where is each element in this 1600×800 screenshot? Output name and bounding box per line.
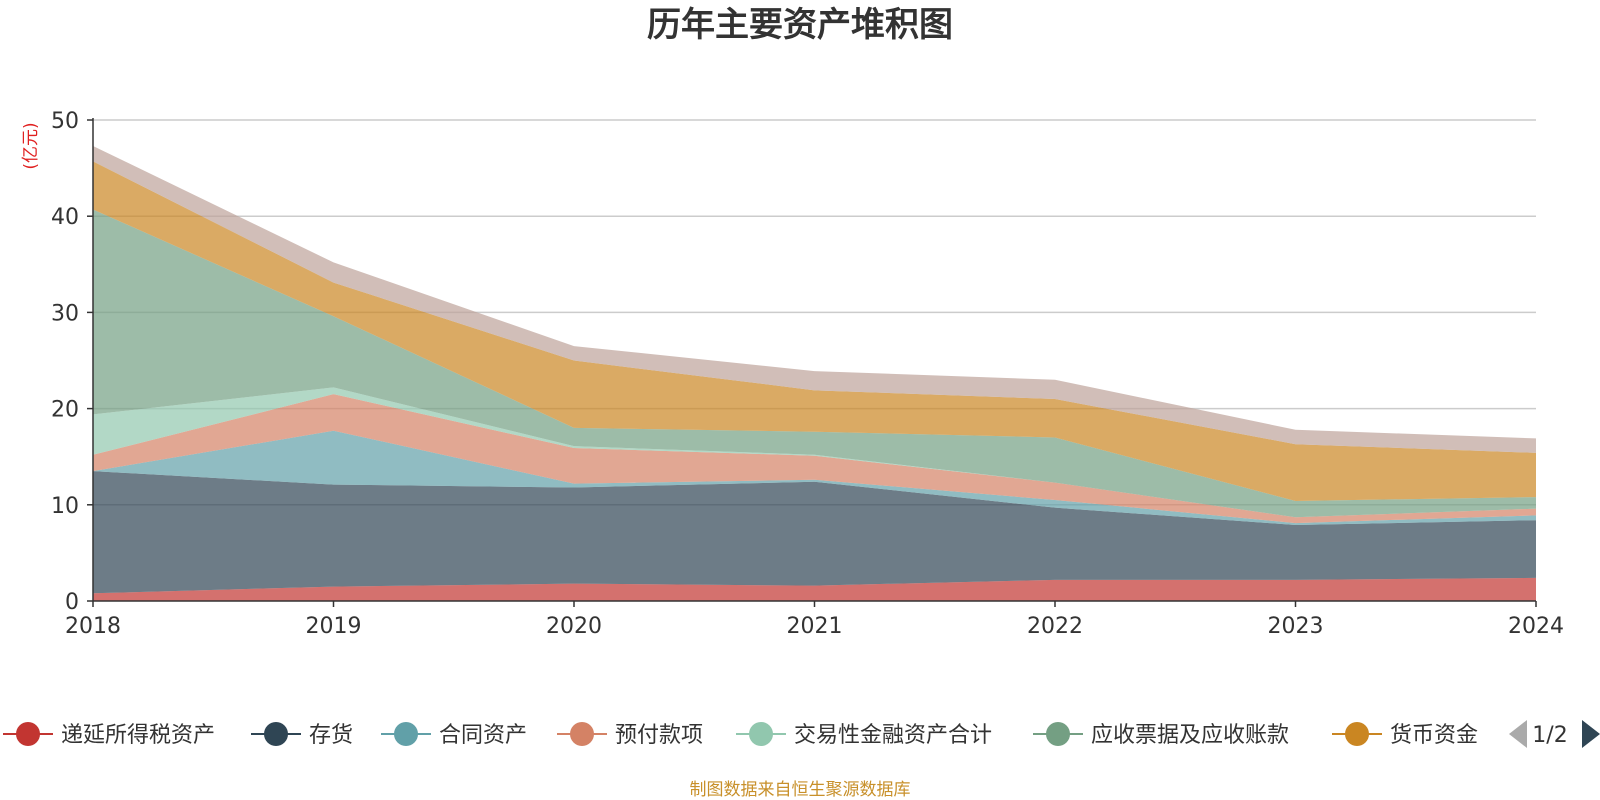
- legend-marker: [394, 722, 418, 746]
- legend-label: 合同资产: [439, 723, 527, 748]
- chart-title: 历年主要资产堆积图: [647, 5, 953, 45]
- x-tick-label: 2024: [1508, 614, 1564, 639]
- series-areas: [93, 145, 1536, 601]
- legend-item[interactable]: 预付款项: [557, 722, 703, 748]
- area-series[interactable]: [93, 387, 1536, 518]
- legend-marker: [1046, 722, 1070, 746]
- x-tick-label: 2020: [546, 614, 602, 639]
- y-tick-label: 0: [65, 590, 79, 615]
- legend-label: 货币资金: [1390, 723, 1478, 748]
- area-series[interactable]: [93, 471, 1536, 594]
- legend-label: 应收票据及应收账款: [1091, 723, 1289, 748]
- y-tick-label: 30: [51, 301, 79, 326]
- legend-label: 预付款项: [615, 723, 703, 748]
- legend: 递延所得税资产 存货 合同资产 预付款项 交易性金融资产合计 应收票据及应收账款 货币资金: [3, 722, 1478, 748]
- legend-marker: [1345, 722, 1369, 746]
- area-series[interactable]: [93, 430, 1536, 526]
- legend-marker: [749, 722, 773, 746]
- area-series[interactable]: [93, 394, 1536, 524]
- legend-item[interactable]: 交易性金融资产合计: [736, 722, 992, 748]
- legend-marker: [16, 722, 40, 746]
- legend-page-label: 1/2: [1532, 723, 1567, 748]
- y-tick-label: 10: [51, 494, 79, 519]
- legend-item[interactable]: 货币资金: [1332, 722, 1478, 748]
- legend-prev-page-icon[interactable]: [1509, 720, 1527, 748]
- x-tick-label: 2019: [306, 614, 362, 639]
- legend-next-page-icon[interactable]: [1582, 720, 1600, 748]
- legend-item[interactable]: 应收票据及应收账款: [1033, 722, 1289, 748]
- area-series[interactable]: [93, 577, 1536, 601]
- legend-label: 存货: [309, 723, 353, 748]
- legend-item[interactable]: 合同资产: [381, 722, 527, 748]
- area-series[interactable]: [93, 161, 1536, 501]
- legend-label: 交易性金融资产合计: [794, 723, 992, 748]
- legend-label: 递延所得税资产: [61, 723, 215, 748]
- legend-marker: [264, 722, 288, 746]
- legend-pager: 1/2: [1509, 720, 1600, 748]
- y-tick-label: 20: [51, 398, 79, 423]
- x-tick-label: 2021: [787, 614, 843, 639]
- source-note: 制图数据来自恒生聚源数据库: [690, 780, 911, 800]
- legend-item[interactable]: 存货: [251, 722, 353, 748]
- area-series[interactable]: [93, 209, 1536, 518]
- axes: 0 10 20 30 40 50 2018 2019 2020 2021 2022 2023 2024: [51, 109, 1564, 639]
- x-tick-label: 2023: [1268, 614, 1324, 639]
- y-tick-label: 50: [51, 109, 79, 134]
- y-axis-unit: (亿元): [21, 122, 41, 169]
- x-tick-label: 2018: [65, 614, 121, 639]
- legend-marker: [570, 722, 594, 746]
- x-tick-label: 2022: [1027, 614, 1083, 639]
- legend-item[interactable]: 递延所得税资产: [3, 722, 215, 748]
- y-tick-label: 40: [51, 205, 79, 230]
